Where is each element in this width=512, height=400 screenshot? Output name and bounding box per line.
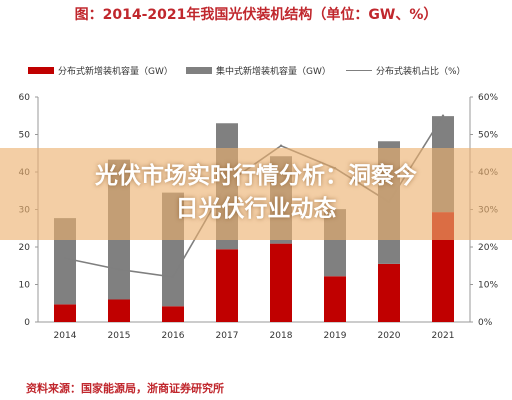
overlay-banner-text: 光伏市场实时行情分析：洞察今 日光伏行业动态: [0, 160, 512, 226]
legend-swatch-centralized: [186, 67, 212, 74]
legend-item-distributed: 分布式新增装机容量（GW）: [28, 64, 173, 77]
y-right-tick-label: 60%: [478, 93, 498, 103]
bar-distributed: [108, 299, 130, 322]
y-right-tick-label: 0%: [478, 318, 493, 328]
source-note: 资料来源：国家能源局，浙商证券研究所: [26, 382, 224, 395]
x-tick-label: 2018: [270, 331, 293, 341]
legend-item-centralized: 集中式新增装机容量（GW）: [186, 64, 331, 77]
y-left-tick-label: 0: [24, 318, 30, 328]
x-tick-label: 2017: [216, 331, 239, 341]
x-tick-label: 2020: [378, 331, 401, 341]
share-point: [279, 144, 283, 147]
legend-label-centralized: 集中式新增装机容量（GW）: [216, 67, 331, 77]
x-tick-label: 2016: [162, 331, 185, 341]
legend-label-share: 分布式装机占比（%）: [376, 67, 466, 77]
bar-distributed: [162, 306, 184, 322]
share-point: [441, 114, 445, 117]
x-tick-label: 2021: [432, 331, 455, 341]
bar-distributed: [54, 304, 76, 322]
overlay-banner: [0, 148, 512, 240]
x-tick-label: 2014: [54, 331, 77, 341]
y-left-tick-label: 60: [19, 93, 31, 103]
legend-swatch-share: [346, 70, 372, 71]
x-tick-label: 2019: [324, 331, 347, 341]
bar-distributed: [270, 243, 292, 322]
legend-swatch-distributed: [28, 67, 54, 74]
y-left-tick-label: 50: [19, 131, 31, 141]
bar-distributed: [324, 276, 346, 322]
y-right-tick-label: 10%: [478, 281, 498, 291]
share-point: [117, 268, 121, 271]
banner-line-2: 日光伏行业动态: [175, 196, 337, 222]
banner-line-1: 光伏市场实时行情分析：洞察今: [95, 163, 417, 189]
y-right-tick-label: 50%: [478, 131, 498, 141]
chart-title: 图：2014-2021年我国光伏装机结构（单位：GW、%）: [74, 7, 438, 23]
share-point: [63, 257, 67, 260]
legend: 分布式新增装机容量（GW） 集中式新增装机容量（GW） 分布式装机占比（%）: [28, 64, 498, 78]
legend-item-share: 分布式装机占比（%）: [346, 64, 466, 77]
x-tick-label: 2015: [108, 331, 131, 341]
bar-distributed: [216, 249, 238, 322]
share-point: [171, 275, 175, 279]
legend-label-distributed: 分布式新增装机容量（GW）: [58, 67, 173, 77]
y-right-tick-label: 20%: [478, 243, 498, 253]
bar-distributed: [378, 263, 400, 322]
y-left-tick-label: 10: [19, 281, 31, 291]
y-left-tick-label: 20: [19, 243, 31, 253]
